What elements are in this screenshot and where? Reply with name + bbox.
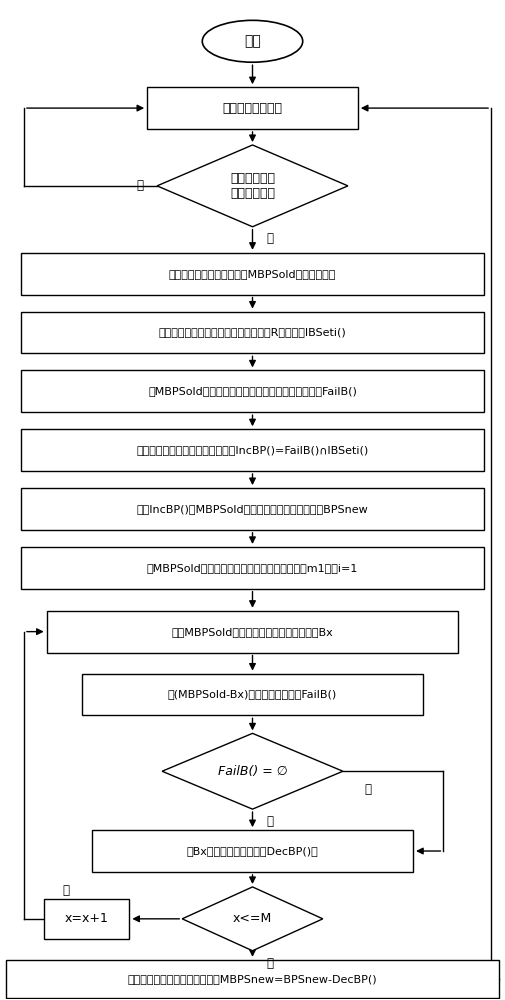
FancyBboxPatch shape bbox=[147, 87, 358, 129]
Text: 以MBPSold为整定起点，计算不能被整定的保护集合FailB(): 以MBPSold为整定起点，计算不能被整定的保护集合FailB() bbox=[148, 386, 357, 396]
FancyBboxPatch shape bbox=[22, 253, 483, 295]
FancyBboxPatch shape bbox=[44, 899, 129, 939]
Text: 将Bx添加到冗余断点集合DecBP()中: 将Bx添加到冗余断点集合DecBP()中 bbox=[187, 846, 318, 856]
Text: 计算并输出更新后的最小断点集MBPSnew=BPSnew-DecBP(): 计算并输出更新后的最小断点集MBPSnew=BPSnew-DecBP() bbox=[128, 974, 377, 984]
Text: 删除全网辐射线路后更新保护关联矩阵R及初始化IBSeti(): 删除全网辐射线路后更新保护关联矩阵R及初始化IBSeti() bbox=[159, 327, 346, 337]
FancyBboxPatch shape bbox=[46, 611, 459, 653]
Text: 电网拓扑结构
是否发生变更: 电网拓扑结构 是否发生变更 bbox=[230, 172, 275, 200]
FancyBboxPatch shape bbox=[92, 830, 413, 872]
FancyBboxPatch shape bbox=[7, 960, 498, 998]
FancyBboxPatch shape bbox=[82, 674, 423, 715]
Text: 以(MBPSold-Bx)为整定起点，计算FailB(): 以(MBPSold-Bx)为整定起点，计算FailB() bbox=[168, 689, 337, 699]
Text: 否: 否 bbox=[136, 179, 143, 192]
Text: FailB() = ∅: FailB() = ∅ bbox=[218, 765, 287, 778]
Text: 开始: 开始 bbox=[244, 34, 261, 48]
Text: 扫描电网运行方式: 扫描电网运行方式 bbox=[223, 102, 282, 115]
Polygon shape bbox=[157, 145, 348, 227]
Text: 计算得到必须添加的新增断点集合IncBP()=FailB()∩IBSeti(): 计算得到必须添加的新增断点集合IncBP()=FailB()∩IBSeti() bbox=[136, 445, 369, 455]
FancyBboxPatch shape bbox=[22, 312, 483, 353]
Text: 求取IncBP()和MBPSold的并集，得到拓扑变更后的BPSnew: 求取IncBP()和MBPSold的并集，得到拓扑变更后的BPSnew bbox=[137, 504, 368, 514]
Text: 是: 是 bbox=[267, 232, 274, 245]
Text: x<=M: x<=M bbox=[233, 912, 272, 925]
FancyBboxPatch shape bbox=[22, 429, 483, 471]
FancyBboxPatch shape bbox=[22, 488, 483, 530]
FancyBboxPatch shape bbox=[22, 370, 483, 412]
Polygon shape bbox=[162, 733, 343, 809]
Ellipse shape bbox=[203, 20, 302, 62]
FancyBboxPatch shape bbox=[22, 547, 483, 589]
Text: 是: 是 bbox=[267, 815, 274, 828]
Text: 搜索全网的辐射线路并更新MBPSold中的终端断点: 搜索全网的辐射线路并更新MBPSold中的终端断点 bbox=[169, 269, 336, 279]
Text: 是: 是 bbox=[62, 884, 69, 897]
Text: 否: 否 bbox=[267, 957, 274, 970]
Text: 以MBPSold包含的非终端断点的数目初始化整数m1，设i=1: 以MBPSold包含的非终端断点的数目初始化整数m1，设i=1 bbox=[147, 563, 358, 573]
Text: 否: 否 bbox=[365, 783, 372, 796]
Polygon shape bbox=[182, 887, 323, 951]
Text: 任选MBPSold中的一个未访问的非终端断点Bx: 任选MBPSold中的一个未访问的非终端断点Bx bbox=[172, 627, 333, 637]
Text: x=x+1: x=x+1 bbox=[65, 912, 109, 925]
